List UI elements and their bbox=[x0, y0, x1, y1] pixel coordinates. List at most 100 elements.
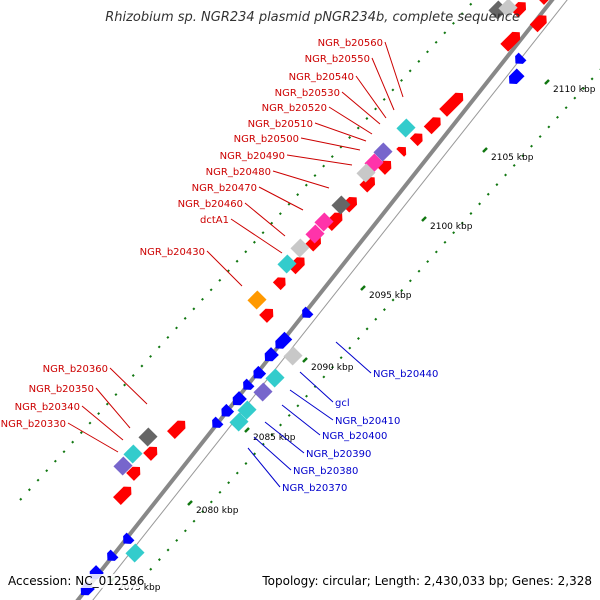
tick-dot-outer bbox=[140, 364, 144, 368]
gene-feature-colored bbox=[396, 118, 416, 138]
tick-dot-inner bbox=[253, 452, 257, 456]
tick-dot-outer bbox=[426, 50, 429, 54]
gene-arrow-reverse bbox=[212, 416, 224, 428]
tick-dot-outer bbox=[149, 355, 153, 358]
tick-dot-inner bbox=[573, 96, 577, 100]
sequence-summary: Topology: circular; Length: 2,430,033 bp… bbox=[262, 574, 592, 588]
gene-feature-colored bbox=[277, 254, 297, 274]
kbp-tick-mark bbox=[360, 285, 366, 291]
tick-dot-inner bbox=[590, 77, 594, 81]
tick-dot-outer bbox=[123, 383, 127, 387]
tick-dot-outer bbox=[79, 431, 83, 435]
label-leader bbox=[258, 186, 304, 211]
tick-dot-outer bbox=[218, 278, 222, 282]
gene-arrow-forward bbox=[272, 277, 286, 291]
tick-dot-inner bbox=[469, 212, 473, 215]
tick-dot-inner bbox=[382, 308, 386, 312]
label-leader bbox=[264, 421, 305, 454]
gene-feature-colored bbox=[123, 444, 143, 464]
gene-feature-colored bbox=[314, 212, 334, 232]
tick-dot-inner bbox=[331, 365, 334, 369]
gene-arrow-forward bbox=[439, 92, 464, 117]
tick-dot-inner bbox=[547, 125, 551, 129]
label-leader bbox=[341, 91, 381, 125]
label-leader bbox=[109, 367, 148, 405]
tick-dot-outer bbox=[192, 307, 196, 311]
tick-dot-outer bbox=[261, 231, 265, 235]
gene-label-top: NGR_b20460 bbox=[178, 199, 243, 210]
gene-label-top: NGR_b20520 bbox=[262, 103, 327, 114]
tick-dot-outer bbox=[391, 88, 395, 92]
tick-dot-inner bbox=[157, 558, 161, 562]
tick-dot-inner bbox=[296, 404, 300, 408]
gene-feature-colored bbox=[113, 456, 133, 476]
gene-label-left: NGR_b20340 bbox=[15, 402, 80, 413]
kbp-tick-label: 2105 kbp bbox=[491, 153, 534, 163]
label-leader-layer bbox=[67, 41, 404, 488]
gene-feature-colored bbox=[305, 224, 325, 244]
tick-dot-outer bbox=[45, 469, 49, 473]
tick-dot-inner bbox=[434, 250, 438, 254]
gene-arrow-forward bbox=[396, 146, 407, 157]
tick-dot-outer bbox=[183, 316, 187, 320]
tick-dot-inner bbox=[201, 510, 205, 514]
label-leader bbox=[272, 170, 330, 189]
gene-label-top: dctA1 bbox=[200, 215, 229, 226]
gene-label-left: NGR_b20330 bbox=[1, 419, 66, 430]
tick-dot-inner bbox=[460, 221, 464, 225]
tick-dot-inner bbox=[521, 154, 525, 158]
tick-dot-inner bbox=[270, 433, 274, 437]
tick-dot-inner bbox=[538, 135, 542, 139]
gene-arrow-reverse bbox=[232, 391, 247, 406]
gene-label-top: NGR_b20480 bbox=[206, 167, 271, 178]
tick-dot-outer bbox=[270, 221, 274, 225]
tick-dot-outer bbox=[322, 164, 326, 168]
tick-dot-inner bbox=[209, 500, 213, 504]
label-leader bbox=[81, 405, 124, 441]
gene-arrow-reverse bbox=[221, 403, 235, 417]
tick-dot-outer bbox=[400, 78, 403, 82]
gene-arrow-reverse bbox=[508, 68, 525, 85]
gene-label-left: NGR_b20360 bbox=[43, 364, 108, 375]
kbp-tick-mark bbox=[482, 147, 488, 153]
tick-dot-outer bbox=[434, 40, 438, 44]
label-leader bbox=[335, 341, 372, 374]
tick-dot-inner bbox=[149, 567, 153, 571]
tick-dot-outer bbox=[313, 174, 317, 178]
gene-arrow-forward bbox=[529, 15, 547, 33]
tick-dot-inner bbox=[339, 356, 343, 360]
kbp-tick-layer: 2075 kbp 2080 kbp 2085 kbp 2090 kbp 2095 kbp… bbox=[19, 2, 600, 593]
gene-label-top: NGR_b20540 bbox=[289, 72, 354, 83]
tick-dot-inner bbox=[564, 106, 568, 110]
label-leader bbox=[95, 387, 131, 429]
tick-dot-inner bbox=[183, 529, 187, 533]
gene-label-right: NGR_b20410 bbox=[335, 416, 400, 427]
kbp-tick-label: 2095 kbp bbox=[369, 291, 412, 301]
tick-dot-inner bbox=[478, 202, 482, 206]
tick-dot-inner bbox=[356, 337, 360, 340]
tick-dot-inner bbox=[391, 298, 395, 302]
gene-feature-colored bbox=[138, 427, 158, 447]
gene-label-right: NGR_b20380 bbox=[293, 466, 358, 477]
tick-dot-outer bbox=[304, 183, 308, 187]
tick-dot-outer bbox=[209, 288, 213, 292]
label-leader bbox=[299, 371, 334, 403]
gene-arrow-forward bbox=[143, 446, 158, 461]
tick-dot-inner bbox=[192, 519, 196, 523]
tick-dot-inner bbox=[244, 462, 248, 465]
gene-label-top: NGR_b20430 bbox=[140, 247, 205, 258]
tick-dot-inner bbox=[486, 192, 490, 196]
tick-dot-outer bbox=[408, 69, 412, 73]
tick-dot-inner bbox=[408, 279, 412, 283]
tick-dot-outer bbox=[374, 107, 378, 111]
gene-arrow-reverse bbox=[264, 347, 279, 362]
backbone-line bbox=[75, 0, 555, 600]
gene-feature-colored bbox=[356, 163, 376, 183]
label-leader bbox=[314, 122, 367, 142]
gene-arrow-forward bbox=[536, 0, 551, 5]
label-leader bbox=[300, 137, 361, 151]
tick-dot-outer bbox=[53, 459, 57, 463]
label-leader bbox=[371, 57, 395, 111]
tick-dot-inner bbox=[218, 490, 222, 494]
